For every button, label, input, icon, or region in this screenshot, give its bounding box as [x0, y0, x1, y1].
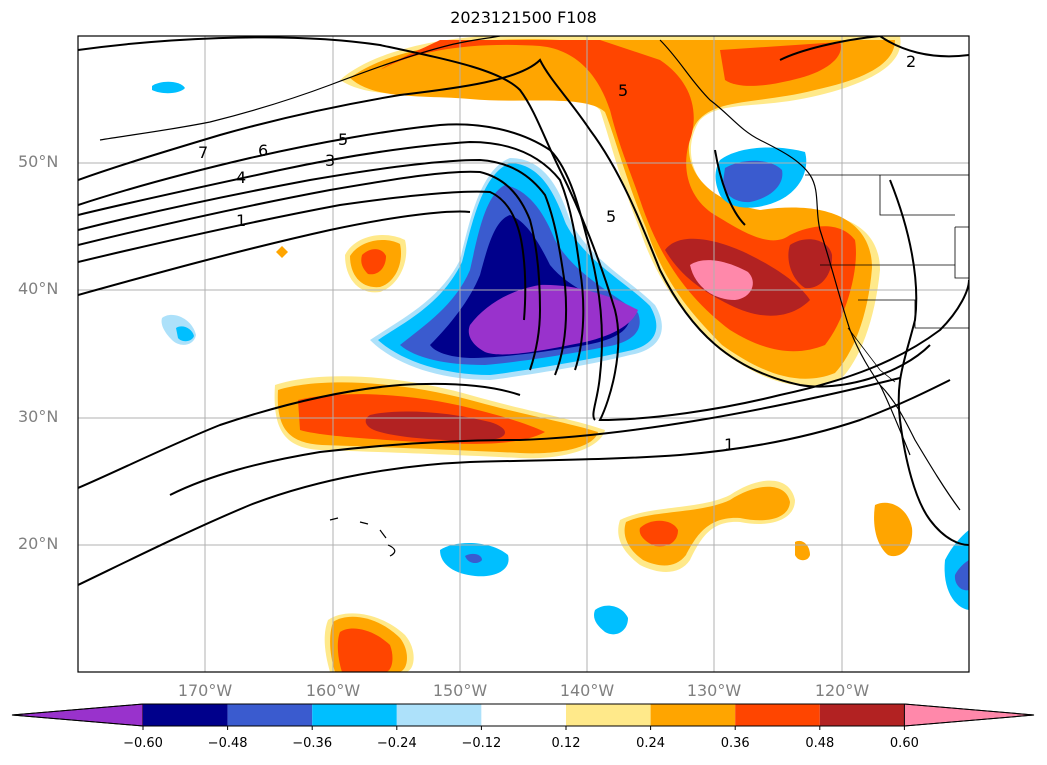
latitude-label: 50°N: [18, 152, 59, 171]
shaded-field: [152, 36, 969, 672]
contour-label-group: 7 6 5 4 3 1 5 5 2 1: [198, 52, 916, 454]
colorbar-tick-label: 0.48: [805, 736, 835, 751]
colorbar-extension-min: [11, 703, 144, 727]
coastlines: [99, 36, 961, 557]
small-feature-11: [276, 246, 288, 258]
colorbar-segment: [481, 704, 566, 726]
colorbar: [11, 703, 1035, 730]
contour-label: 5: [338, 130, 348, 149]
small-feature-2-orange: [624, 486, 790, 566]
longitude-label: 130°W: [686, 681, 742, 700]
colorbar-tick-label: −0.60: [123, 736, 163, 751]
small-feature-6-blue: [465, 553, 482, 564]
colorbar-segment: [143, 704, 228, 726]
colorbar-segment: [735, 704, 820, 726]
contour-label: 1: [724, 435, 734, 454]
latitude-label: 20°N: [18, 534, 59, 553]
contour-label: 3: [325, 151, 335, 170]
colorbar-tick-label: 0.60: [889, 736, 919, 751]
contour-label: 4: [236, 168, 246, 187]
small-feature-4: [795, 540, 810, 561]
contour-label: 5: [618, 81, 628, 100]
colorbar-tick-label: −0.12: [461, 736, 502, 751]
contour-label: 5: [606, 207, 616, 226]
small-feature-7: [594, 605, 628, 635]
negative-anomaly-nw-blue: [723, 160, 783, 203]
contour-label: 6: [258, 141, 268, 160]
colorbar-tick-label: 0.36: [720, 736, 750, 751]
colorbar-tick-label: −0.48: [207, 736, 248, 751]
small-feature-2-red: [639, 520, 678, 547]
longitude-label: 160°W: [305, 681, 361, 700]
negative-anomaly-central-purple: [468, 284, 638, 355]
small-feature-1-red: [361, 249, 386, 275]
contour-label: 2: [906, 52, 916, 71]
contour-label: 1: [236, 211, 246, 230]
colorbar-segment: [396, 704, 482, 726]
small-feature-5-red: [337, 628, 393, 672]
colorbar-segment: [566, 704, 651, 726]
colorbar-segment: [819, 704, 905, 726]
latitude-label: 30°N: [18, 407, 59, 426]
colorbar-extension-max: [903, 703, 1035, 727]
positive-anomaly-north-red2: [720, 42, 841, 86]
colorbar-segment: [312, 704, 397, 726]
positive-anomaly-subtropical-dark: [365, 411, 505, 441]
small-feature-9-cyan: [176, 326, 194, 342]
map-border: [77, 35, 970, 673]
positive-anomaly-dark-red-b: [788, 239, 833, 289]
small-feature-3: [874, 502, 913, 557]
colorbar-segment: [650, 704, 736, 726]
colorbar-tick-label: 0.12: [551, 736, 581, 751]
longitude-label: 120°W: [814, 681, 870, 700]
colorbar-tick-label: −0.36: [292, 736, 333, 751]
contour-lines: [78, 36, 969, 586]
small-feature-10: [152, 81, 185, 94]
colorbar-tick-label: 0.24: [636, 736, 666, 751]
small-feature-8: [944, 530, 969, 610]
contour-label: 7: [198, 143, 208, 162]
longitude-label: 140°W: [559, 681, 615, 700]
longitude-label: 150°W: [432, 681, 488, 700]
longitude-label: 170°W: [177, 681, 233, 700]
small-feature-8-blue: [954, 560, 969, 591]
colorbar-segment: [227, 704, 313, 726]
colorbar-tick-label: −0.24: [376, 736, 417, 751]
latitude-label: 40°N: [18, 279, 59, 298]
plot-title: 2023121500 F108: [450, 8, 597, 27]
